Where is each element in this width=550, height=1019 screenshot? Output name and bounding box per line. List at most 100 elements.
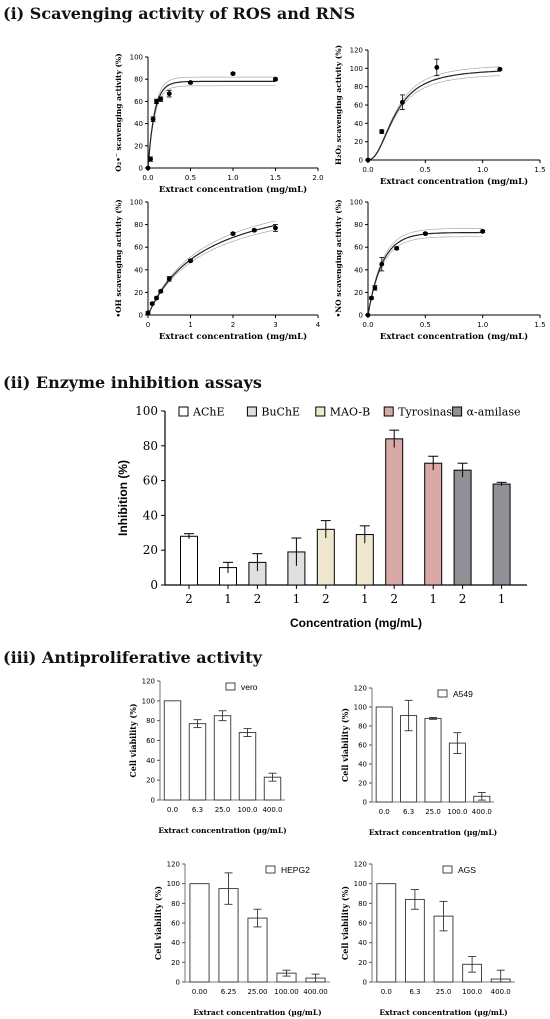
data-point [154,99,159,104]
legend-swatch [178,406,189,417]
x-axis-label: Concentration (mg/mL) [290,616,422,630]
y-tick-label: 40 [146,757,155,765]
x-tick-label: 400.0 [262,806,282,814]
x-axis-label: Extract concentration (µg/mL) [379,1008,507,1017]
ci-upper-line [367,228,483,316]
y-tick-label: 20 [358,780,367,788]
bar [376,883,397,983]
x-tick-label: 100.0 [237,806,257,814]
y-tick-label: 100 [354,880,367,888]
x-tick-label: 1 [498,592,506,606]
y-tick-label: 0 [139,165,143,173]
data-point [149,301,155,307]
bar [424,717,442,803]
data-point [480,228,486,234]
bar [375,706,393,803]
fit-curve [147,224,276,316]
chart-ags: 0 20 40 60 80 100 120 Cell viability (%) 0.0 6.3 2… [340,861,515,1017]
data-point [372,285,378,291]
legend-label: MAO-B [330,406,370,419]
y-tick-label: 80 [134,221,143,229]
data-point [400,99,405,105]
y-tick-label: 0 [359,157,363,165]
data-point [148,156,153,162]
legend-swatch [246,406,257,417]
fit-curve [367,70,500,161]
y-tick-label: 20 [354,289,363,297]
x-axis-label: Extract concentration (mg/mL) [159,184,307,195]
y-axis-label: •OH scavenging activity (%) [114,199,123,317]
x-tick-label: 4 [316,321,321,329]
bar [492,483,511,586]
data-point [273,225,278,231]
data-point [188,258,193,264]
data-point [422,231,428,237]
x-tick-label: 2 [254,592,262,606]
x-tick-label: 6.3 [409,988,420,996]
chart-vero: 0 20 40 60 80 100 120 Cell viability (%) 0.0 6.3 2… [128,678,287,836]
x-tick-label: 0.5 [420,321,431,329]
legend-swatch [437,689,448,698]
x-tick-label: 6.25 [221,988,237,996]
ci-lower-line [367,236,483,316]
x-axis-label: Extract concentration (µg/mL) [158,826,286,835]
legend-label: α-amilase [467,406,521,419]
chart-h2o2: 0.0 0.5 1.0 1.5 0 20 40 60 80 100 120 Extract conce… [334,45,546,187]
y-tick-label: 80 [143,439,158,453]
legend-swatch [452,406,463,417]
data-point [188,80,193,85]
y-tick-label: 100 [142,697,155,705]
y-tick-label: 80 [134,76,143,84]
y-tick-label: 100 [350,65,363,73]
x-tick-label: 1.0 [477,321,488,329]
y-tick-label: 40 [134,120,143,128]
bar [247,917,268,983]
legend-label: Tyrosinase [398,406,458,419]
x-tick-label: 2 [322,592,330,606]
ci-upper-line [147,76,276,169]
bar [213,715,232,801]
ci-upper-line [367,66,500,161]
y-axis-label: •NO scavenging activity (%) [334,199,343,317]
y-tick-label: 80 [354,83,363,91]
bar [453,469,472,586]
bar [385,438,404,586]
y-tick-label: 120 [142,678,155,686]
x-tick-label: 0.0 [379,808,390,816]
x-tick-label: 2 [459,592,467,606]
data-point [230,231,236,237]
x-tick-label: 0.0 [381,988,392,996]
ci-lower-line [147,229,276,316]
legend-swatch [442,865,453,874]
x-tick-label: 6.3 [192,806,203,814]
x-tick-label: 100.00 [274,988,299,996]
bar [405,898,425,983]
x-tick-label: 25.0 [436,988,452,996]
x-tick-label: 2 [231,321,235,329]
x-tick-label: 100.0 [447,808,467,816]
y-axis-label: Cell viability (%) [128,703,138,777]
chart-a549: 0 20 40 60 80 100 120 Cell viability (%) 0.0 6.3 2… [340,685,497,838]
y-tick-label: 60 [134,244,143,252]
y-tick-label: 40 [354,120,363,128]
x-tick-label: 3 [273,321,277,329]
y-tick-label: 40 [358,761,367,769]
ci-lower-line [147,85,276,169]
fit-curve [367,231,483,316]
x-tick-label: 1 [224,592,232,606]
bar [188,723,207,801]
y-tick-label: 20 [143,543,158,557]
data-point [230,71,236,77]
y-tick-label: 80 [354,221,363,229]
bar [238,732,257,801]
data-point [394,245,400,251]
legend-label: BuChE [261,406,300,419]
y-tick-label: 20 [146,777,155,785]
x-tick-label: 0.00 [192,988,208,996]
section-title-enzyme: (ii) Enzyme inhibition assays [3,373,262,392]
y-tick-label: 0 [176,979,180,987]
x-tick-label: 1.0 [227,174,238,182]
x-tick-label: 25.00 [247,988,267,996]
y-axis-label: Cell viability (%) [340,708,350,782]
